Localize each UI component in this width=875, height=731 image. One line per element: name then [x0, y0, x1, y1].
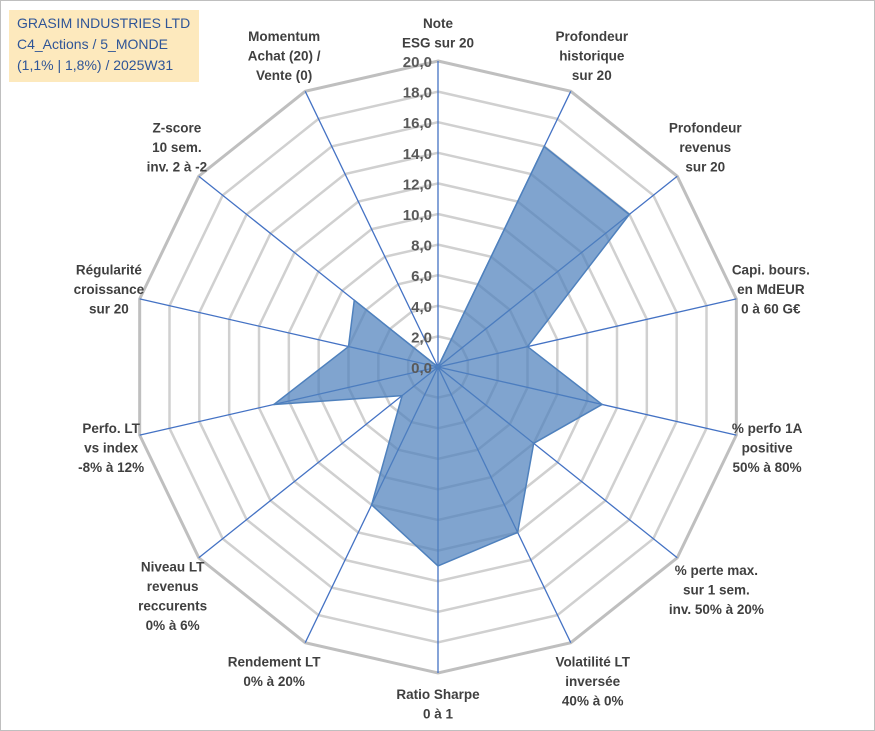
radar-axis-labels: Note ESG sur 20 Profondeur historique sur 20… — [74, 16, 810, 722]
series-point — [353, 299, 356, 302]
category-label-line: 10 sem. — [152, 140, 202, 155]
category-label-line: sur 20 — [89, 302, 129, 317]
tick-label: 18,0 — [403, 85, 432, 102]
tick-label: 12,0 — [403, 176, 432, 193]
category-label-line: positive — [742, 440, 794, 455]
category-label-line: -8% à 12% — [78, 460, 144, 475]
category-label-line: 0% à 20% — [243, 674, 305, 689]
series-area — [273, 145, 631, 567]
series-point — [437, 366, 439, 368]
series-point — [628, 213, 631, 216]
tick-label: 0,0 — [411, 360, 432, 377]
series-point — [532, 442, 535, 445]
category-label: Note ESG sur 20 — [402, 16, 474, 51]
category-label-line: croissance — [74, 282, 145, 297]
category-label-line: reccurents — [138, 599, 207, 614]
radar-series — [273, 145, 631, 567]
tick-label: 20,0 — [403, 54, 432, 71]
axis-spoke — [304, 91, 439, 368]
tick-label: 14,0 — [403, 146, 432, 163]
category-label: Rendement LT 0% à 20% — [228, 655, 322, 690]
category-label-line: Momentum — [248, 29, 320, 44]
series-point — [526, 345, 529, 348]
category-label-line: historique — [559, 48, 625, 63]
category-label-line: 0 à 1 — [423, 707, 454, 722]
series-point — [370, 504, 373, 506]
category-label-line: 40% à 0% — [562, 694, 624, 709]
category-label-line: vs index — [84, 440, 139, 455]
category-label-line: inv. 50% à 20% — [669, 602, 764, 617]
radar-tick-labels: 0,0 2,0 4,0 6,0 8,0 10,0 12,0 14,0 16,0 18,0 20,0 — [403, 54, 432, 377]
category-label-line: Achat (20) / — [248, 48, 321, 63]
category-label-line: inversée — [565, 674, 620, 689]
category-label-line: 50% à 80% — [733, 460, 802, 475]
series-point — [347, 345, 350, 348]
category-label-line: 0 à 60 G€ — [741, 302, 801, 317]
category-label: Volatilité LT inversée 40% à 0% — [555, 655, 630, 709]
category-label: % perte max. sur 1 sem. inv. 50% à 20% — [669, 563, 764, 617]
tick-label: 2,0 — [411, 329, 432, 346]
category-label-line: Régularité — [76, 263, 143, 278]
category-label-line: Profondeur — [555, 29, 628, 44]
category-label-line: ESG sur 20 — [402, 36, 474, 51]
tick-label: 6,0 — [411, 268, 432, 285]
axis-spoke — [198, 366, 439, 559]
category-label-line: Note — [423, 16, 453, 31]
category-label-line: inv. 2 à -2 — [147, 159, 208, 174]
category-label-line: sur 20 — [572, 68, 612, 83]
series-point — [401, 394, 403, 397]
category-label-line: Perfo. LT — [82, 421, 140, 436]
title-line-2: C4_Actions / 5_MONDE — [17, 36, 168, 52]
category-label-line: % perfo 1A — [732, 421, 803, 436]
chart-title-box: GRASIM INDUSTRIES LTD C4_Actions / 5_MON… — [9, 10, 199, 82]
category-label-line: Rendement LT — [228, 655, 322, 670]
category-label: Perfo. LT vs index -8% à 12% — [78, 421, 144, 475]
category-label: Capi. bours. en MdEUR 0 à 60 G€ — [732, 263, 810, 317]
category-label-line: Volatilité LT — [555, 655, 630, 670]
category-label-line: revenus — [147, 579, 199, 594]
series-point — [437, 565, 439, 567]
category-label-line: Ratio Sharpe — [396, 687, 480, 702]
series-point — [273, 403, 275, 406]
series-point — [543, 145, 546, 148]
series-point — [516, 531, 519, 534]
tick-label: 4,0 — [411, 299, 432, 316]
category-label-line: en MdEUR — [737, 282, 805, 297]
category-label: Ratio Sharpe 0 à 1 — [396, 687, 480, 722]
category-label: Z-score 10 sem. inv. 2 à -2 — [147, 120, 208, 174]
tick-label: 10,0 — [403, 207, 432, 224]
category-label-line: Capi. bours. — [732, 263, 810, 278]
tick-label: 16,0 — [403, 115, 432, 132]
category-label: Niveau LT revenus reccurents 0% à 6% — [138, 560, 207, 634]
category-label: Régularité croissance sur 20 — [74, 263, 145, 317]
category-label: Profondeur historique sur 20 — [555, 29, 628, 83]
category-label: % perfo 1A positive 50% à 80% — [732, 421, 803, 475]
title-line-3: (1,1% | 1,8%) / 2025W31 — [17, 57, 174, 73]
category-label: Profondeur revenus sur 20 — [669, 120, 742, 174]
category-label-line: Z-score — [152, 120, 201, 135]
category-label-line: Niveau LT — [141, 560, 205, 575]
category-label-line: 0% à 6% — [146, 618, 200, 633]
category-label: Momentum Achat (20) / Vente (0) — [248, 29, 321, 83]
tick-label: 8,0 — [411, 238, 432, 255]
category-label-line: % perte max. — [675, 563, 758, 578]
category-label-line: sur 1 sem. — [683, 583, 750, 598]
title-line-1: GRASIM INDUSTRIES LTD — [17, 15, 191, 31]
category-label-line: Profondeur — [669, 120, 742, 135]
category-label-line: Vente (0) — [256, 68, 312, 83]
series-point — [601, 403, 603, 406]
category-label-line: revenus — [679, 140, 731, 155]
category-label-line: sur 20 — [685, 159, 725, 174]
